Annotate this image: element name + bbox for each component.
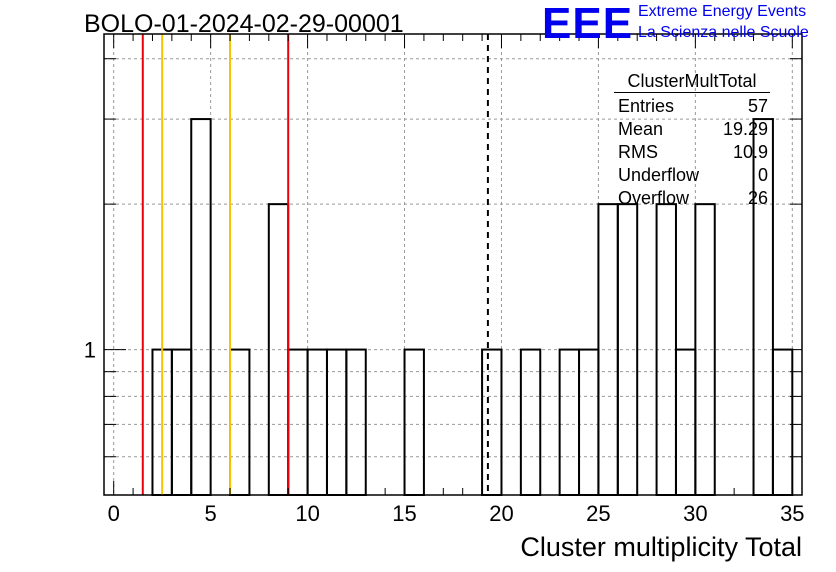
x-tick-label: 25	[586, 501, 610, 526]
axis-tick-labels: 0 5 10 15 20 25 30 35 1	[84, 338, 805, 526]
x-tick-label: 0	[108, 501, 120, 526]
stats-row-overflow: Overflow 26	[612, 187, 770, 210]
stats-value: 10.9	[732, 142, 768, 162]
plot-frame	[103, 33, 803, 496]
eee-logo: EEE	[542, 0, 634, 48]
stats-value: 19.29	[722, 119, 768, 139]
reference-lines	[141, 34, 489, 495]
x-axis-label: Cluster multiplicity Total	[520, 532, 802, 562]
logo-line-2: La Scienza nelle Scuole	[638, 24, 809, 41]
stats-box: ClusterMultTotal Entries 57 Mean 19.29 R…	[612, 70, 770, 210]
histogram-bar	[190, 118, 212, 497]
x-tick-label: 15	[392, 501, 416, 526]
histogram-bar	[325, 348, 348, 496]
x-tick-label: 35	[780, 501, 804, 526]
stats-value: 26	[747, 188, 768, 208]
stats-label: Overflow	[618, 188, 690, 208]
stats-row-entries: Entries 57	[612, 95, 770, 118]
stats-value: 0	[757, 165, 768, 185]
histogram-bar	[655, 203, 677, 496]
logo-line-1: Extreme Energy Events	[638, 3, 807, 20]
x-tick-label: 30	[683, 501, 707, 526]
run-title: BOLO-01-2024-02-29-00001	[84, 10, 404, 38]
x-tick-label: 10	[295, 501, 319, 526]
x-tick-label: 20	[489, 501, 513, 526]
stats-label: Underflow	[618, 165, 700, 185]
stats-row-underflow: Underflow 0	[612, 164, 770, 187]
x-tick-label: 5	[205, 501, 217, 526]
stats-row-mean: Mean 19.29	[612, 118, 770, 141]
histogram-bar	[578, 348, 600, 496]
stats-label: Entries	[618, 96, 675, 116]
stats-label: RMS	[618, 142, 658, 162]
histogram-bar	[403, 348, 425, 496]
stats-box-title: ClusterMultTotal	[614, 70, 770, 93]
stats-value: 57	[747, 96, 768, 116]
stats-row-rms: RMS 10.9	[612, 141, 770, 164]
axis-ticks	[104, 34, 802, 495]
stats-label: Mean	[618, 119, 664, 139]
y-tick-label: 1	[84, 338, 96, 363]
